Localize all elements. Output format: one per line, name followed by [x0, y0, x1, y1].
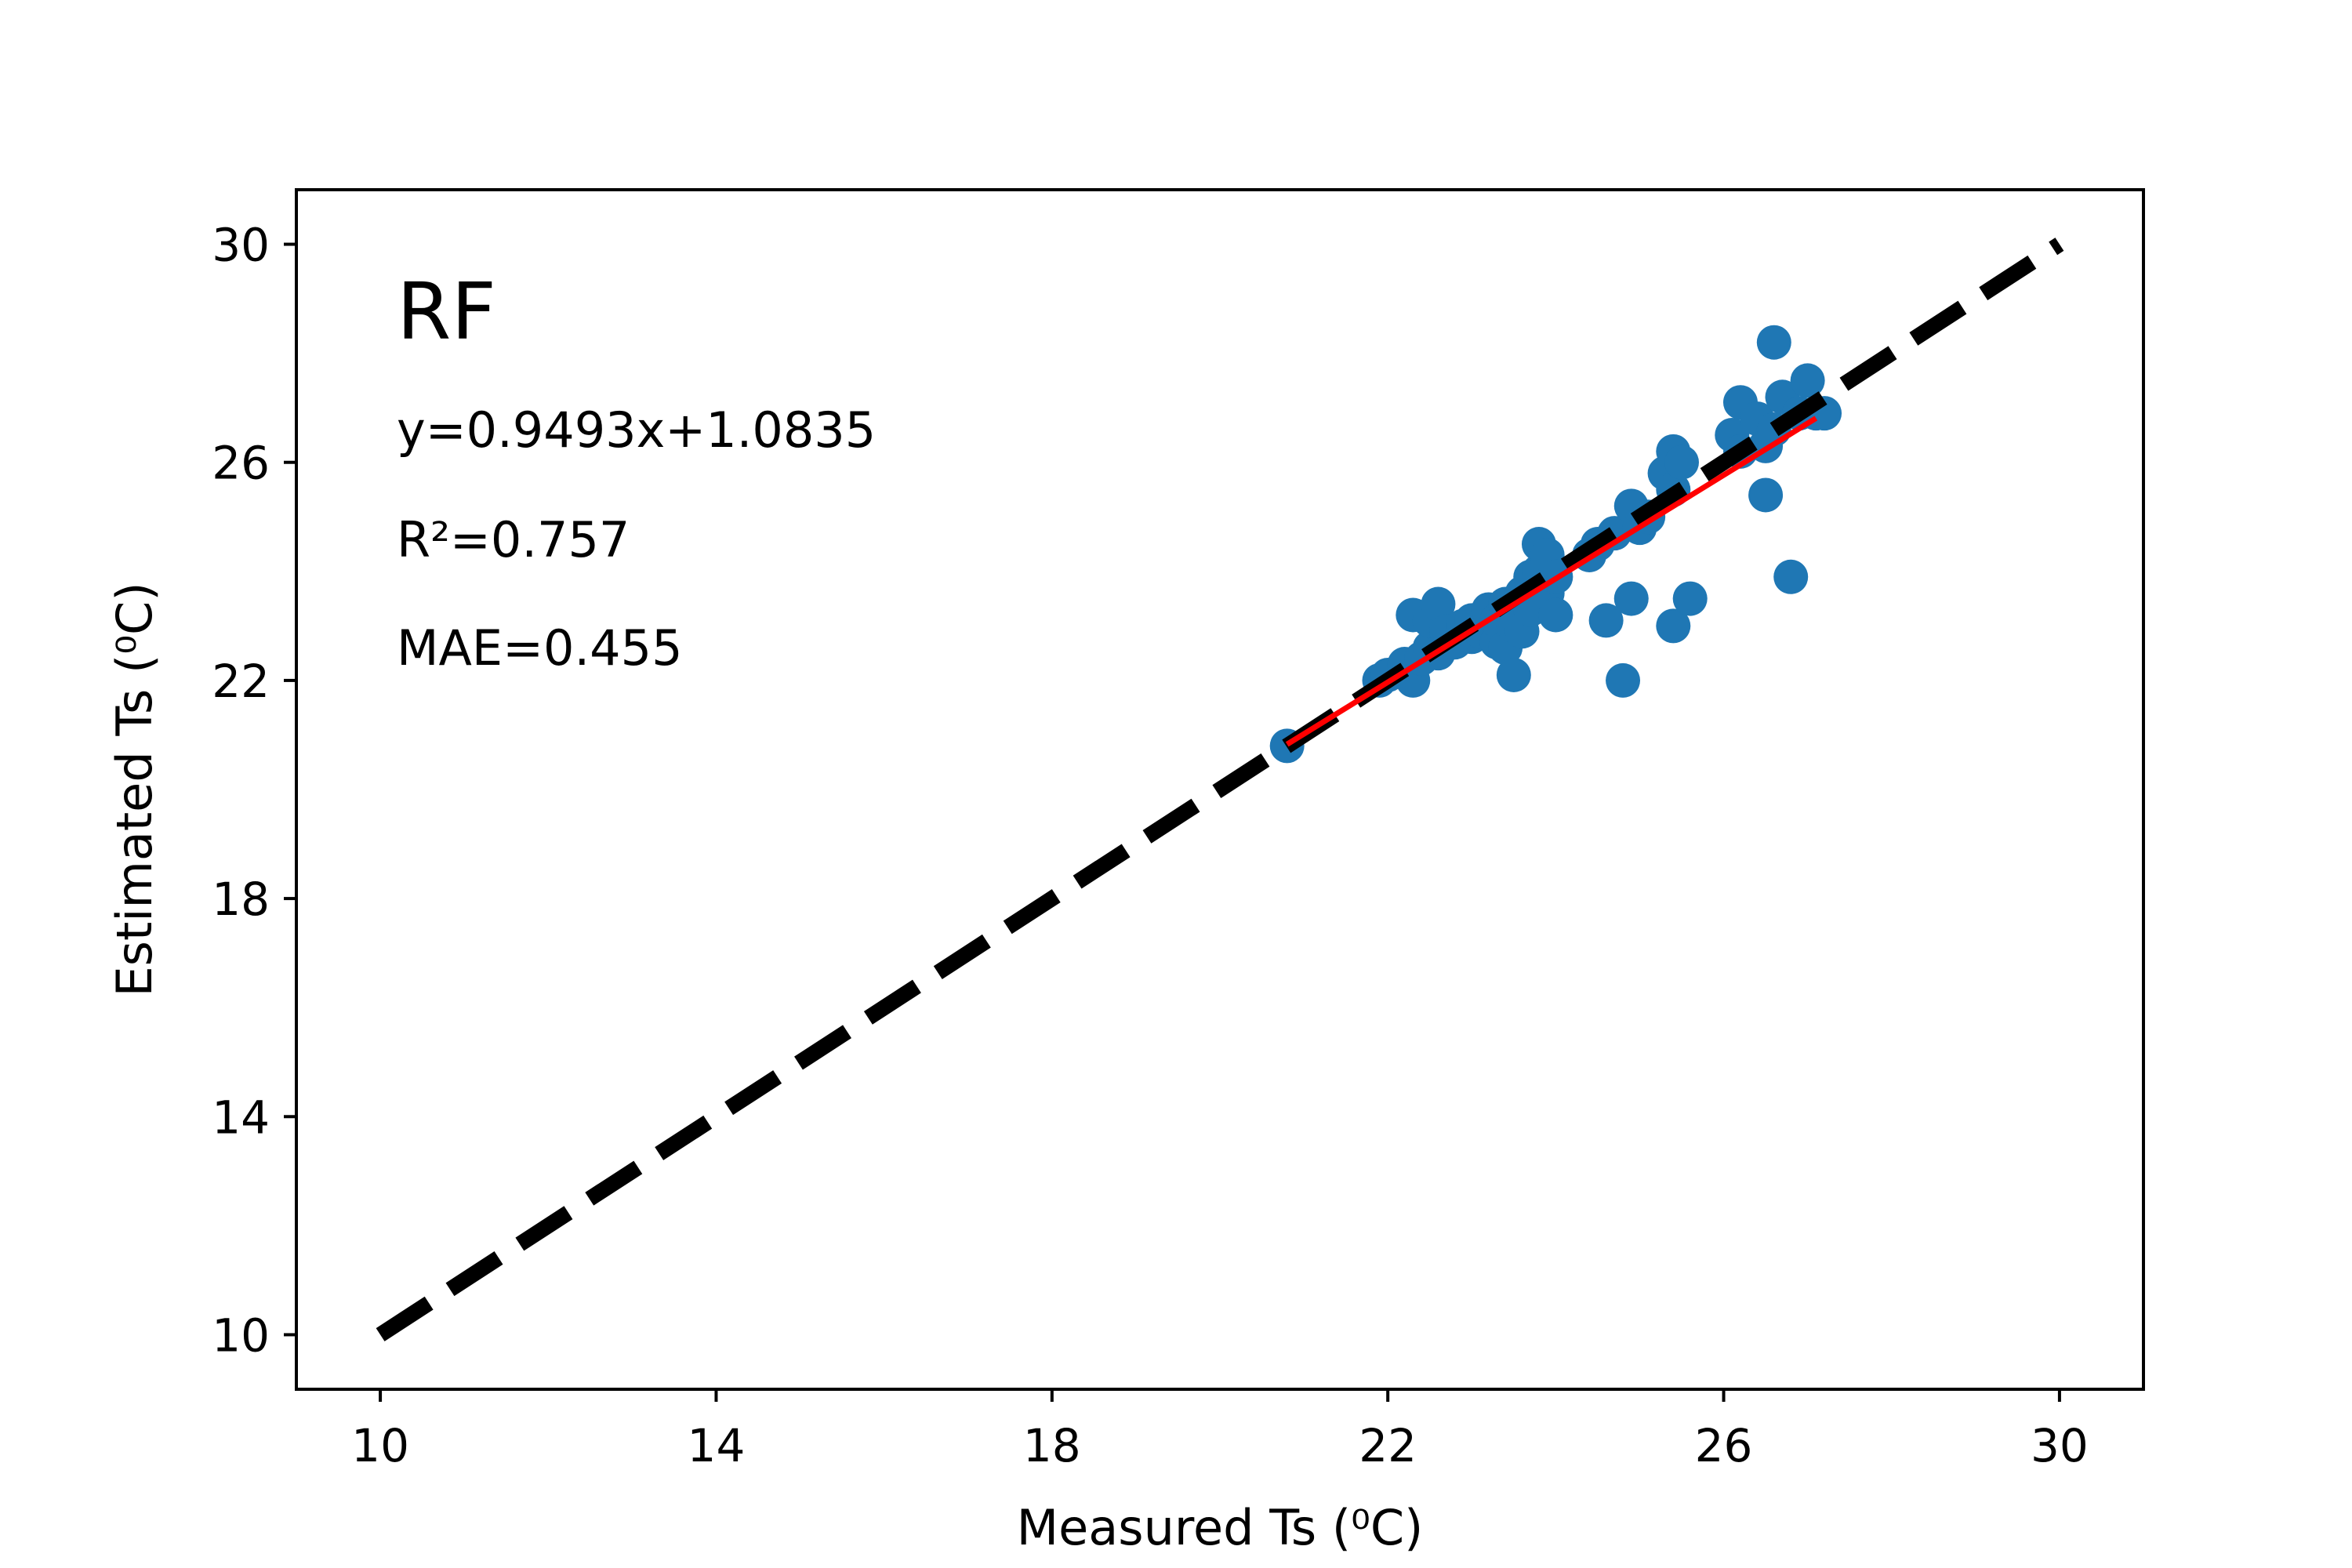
data-point	[1756, 325, 1791, 360]
y-tick-label: 22	[212, 655, 270, 708]
data-point	[1672, 581, 1708, 616]
data-point	[1538, 597, 1573, 633]
x-tick-label: 22	[1359, 1419, 1417, 1472]
data-point	[1656, 608, 1691, 644]
regression-equation: y=0.9493x+1.0835	[397, 401, 876, 459]
data-point	[1588, 603, 1624, 638]
x-tick-label: 18	[1023, 1419, 1081, 1472]
y-tick-label: 14	[212, 1091, 270, 1144]
y-tick-label: 10	[212, 1308, 270, 1362]
y-tick-label: 30	[212, 219, 270, 272]
r-squared-label: R²=0.757	[397, 511, 630, 568]
y-tick-label: 18	[212, 873, 270, 926]
data-point	[1606, 662, 1641, 698]
data-point	[1773, 559, 1809, 594]
x-tick-label: 30	[2031, 1419, 2089, 1472]
data-point	[1748, 477, 1784, 513]
one-to-one-line	[376, 238, 2064, 1341]
mae-label: MAE=0.455	[397, 619, 683, 677]
x-tick-label: 10	[351, 1419, 409, 1472]
panel-label: RF	[397, 266, 496, 358]
x-tick-label: 14	[688, 1419, 746, 1472]
regression-fit-line	[1285, 416, 1818, 747]
data-point	[1790, 363, 1825, 398]
plot-frame	[295, 188, 2145, 1391]
data-point	[1664, 445, 1699, 480]
ticks-layer: 10 14 18 22 26 30 10 14 18 22 26 30	[212, 219, 2089, 1472]
x-axis-label: Measured Ts (⁰C)	[1017, 1499, 1424, 1556]
y-tick-label: 26	[212, 437, 270, 490]
series-layer	[376, 238, 2064, 1341]
data-point	[1613, 581, 1649, 616]
x-tick-label: 26	[1695, 1419, 1753, 1472]
data-point	[1421, 586, 1456, 622]
y-axis-label: Estimated Ts (⁰C)	[106, 582, 163, 996]
data-point	[1496, 657, 1531, 692]
